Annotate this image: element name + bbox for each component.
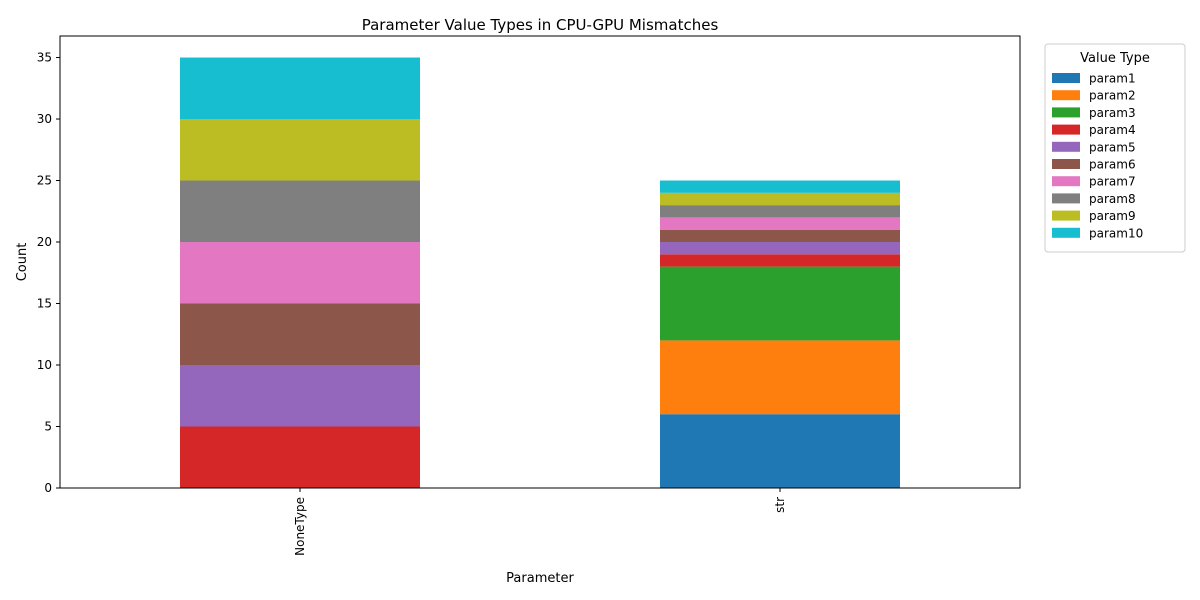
- legend-label-param4: param4: [1089, 123, 1136, 137]
- legend-label-param8: param8: [1089, 192, 1136, 206]
- y-tick-label: 20: [37, 235, 52, 249]
- plot-frame: [59, 35, 1021, 489]
- legend-label-param6: param6: [1089, 158, 1136, 172]
- legend-title: Value Type: [1080, 51, 1150, 66]
- y-tick-label: 5: [44, 420, 52, 434]
- y-tick-label: 30: [37, 112, 52, 126]
- bars-layer: [180, 57, 900, 488]
- legend-label-param7: param7: [1089, 175, 1136, 189]
- bar-NoneType-param7: [180, 242, 420, 304]
- x-tick-label: str: [773, 497, 787, 513]
- bar-str-param1: [660, 414, 900, 488]
- y-tick-label: 35: [37, 51, 52, 65]
- legend-swatch-param7: [1052, 176, 1080, 187]
- legend-label-param9: param9: [1089, 209, 1136, 223]
- y-tick-label: 15: [37, 297, 52, 311]
- bar-str-param8: [660, 205, 900, 218]
- bar-str-param9: [660, 192, 900, 206]
- y-axis-label: Count: [15, 243, 30, 282]
- legend-label-param3: param3: [1089, 106, 1136, 120]
- bar-str-param4: [660, 254, 900, 267]
- bar-str-param10: [660, 180, 900, 193]
- x-tick-label: NoneType: [293, 497, 307, 556]
- legend-swatch-param2: [1052, 90, 1080, 101]
- bar-str-param3: [660, 266, 900, 341]
- x-axis: NoneType str: [293, 488, 787, 556]
- y-tick-label: 10: [37, 358, 52, 372]
- bar-str-param6: [660, 229, 900, 243]
- bar-NoneType-param8: [180, 180, 420, 243]
- legend-swatch-param9: [1052, 210, 1080, 221]
- chart-title: Parameter Value Types in CPU-GPU Mismatc…: [362, 16, 719, 34]
- bar-str-param2: [660, 340, 900, 415]
- legend-swatch-param3: [1052, 107, 1080, 118]
- bar-NoneType-param5: [180, 365, 420, 427]
- y-axis: 0 5 10 15 20 25 30 35: [37, 51, 60, 495]
- bar-NoneType-param6: [180, 303, 420, 366]
- legend-label-param2: param2: [1089, 89, 1136, 103]
- x-axis-label: Parameter: [506, 571, 574, 586]
- legend-swatch-param8: [1052, 193, 1080, 204]
- bar-NoneType-param9: [180, 119, 420, 181]
- bar-NoneType-param10: [180, 57, 420, 120]
- legend-label-param5: param5: [1089, 140, 1136, 154]
- bar-NoneType-param4: [180, 426, 420, 488]
- legend-swatch-param5: [1052, 141, 1080, 152]
- legend-swatch-param4: [1052, 124, 1080, 135]
- bar-str-param5: [660, 242, 900, 255]
- legend-swatch-param1: [1052, 73, 1080, 83]
- legend-items: param1 param2 param3 param4 param5 param6 para…: [1052, 72, 1143, 240]
- legend-swatch-param10: [1052, 227, 1080, 238]
- legend-label-param1: param1: [1089, 72, 1136, 86]
- legend-label-param10: param10: [1089, 226, 1143, 240]
- y-tick-label: 25: [37, 174, 52, 188]
- legend: Value Type param1param2param3param4param…: [1044, 43, 1186, 253]
- y-tick-label: 0: [44, 481, 52, 495]
- legend-swatch-param6: [1052, 159, 1080, 169]
- bar-str-param7: [660, 217, 900, 230]
